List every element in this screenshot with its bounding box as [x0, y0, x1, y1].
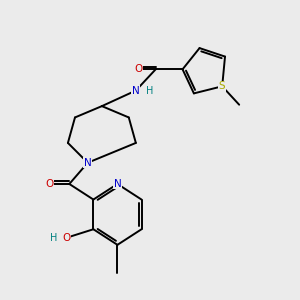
Text: N: N [84, 158, 92, 168]
Text: N: N [114, 179, 121, 189]
Text: S: S [219, 81, 226, 91]
Text: N: N [132, 85, 140, 96]
Text: H: H [146, 85, 154, 96]
Text: O: O [62, 233, 70, 243]
Text: O: O [135, 64, 143, 74]
Text: O: O [45, 179, 54, 189]
Text: H: H [50, 233, 57, 243]
